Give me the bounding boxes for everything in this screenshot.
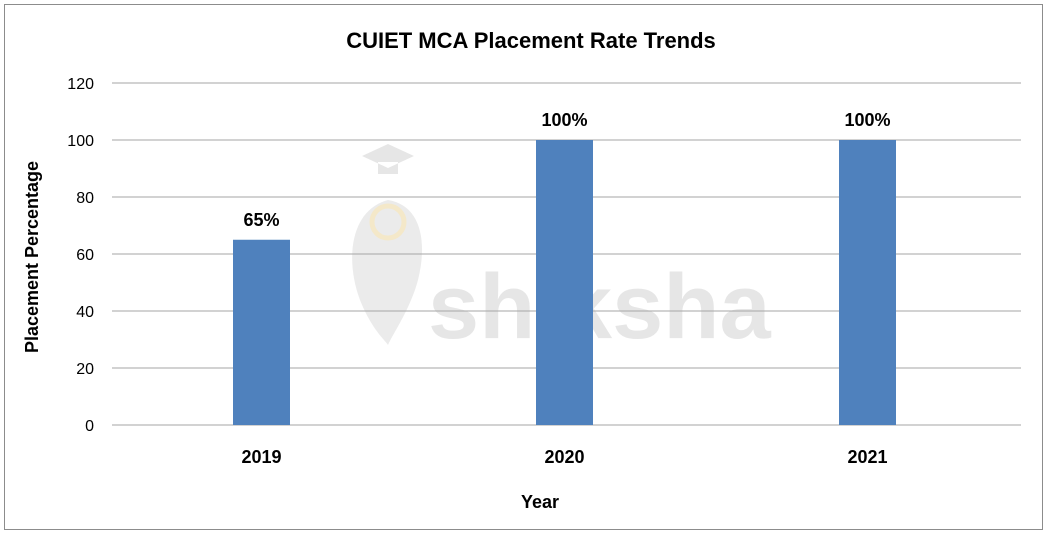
watermark-cap-icon [362,144,414,174]
y-tick-label: 0 [85,418,94,435]
y-axis-ticks: 0 20 40 60 80 100 120 [67,76,94,435]
bar-2021 [839,140,896,425]
watermark-logo: shiksha [352,144,771,358]
y-tick-label: 120 [67,76,94,93]
x-tick-label: 2020 [544,447,584,467]
watermark-flame-icon [352,200,423,345]
bar-2019 [233,239,290,425]
data-label: 65% [243,210,279,230]
watermark-bulb-icon [369,203,407,241]
data-labels: 65% 100% 100% [243,110,890,230]
y-tick-label: 80 [76,190,94,207]
chart-title: CUIET MCA Placement Rate Trends [346,28,716,53]
x-tick-label: 2019 [241,447,281,467]
data-label: 100% [541,110,587,130]
y-tick-label: 20 [76,361,94,378]
x-axis-categories: 2019 2020 2021 [241,447,887,467]
y-tick-label: 40 [76,304,94,321]
data-label: 100% [844,110,890,130]
x-axis-label: Year [521,492,559,512]
bar-2020 [536,140,593,425]
bars [233,140,896,425]
x-tick-label: 2021 [847,447,887,467]
y-axis-label: Placement Percentage [22,161,42,353]
y-tick-label: 100 [67,133,94,150]
watermark-text: shiksha [428,256,771,358]
y-tick-label: 60 [76,247,94,264]
